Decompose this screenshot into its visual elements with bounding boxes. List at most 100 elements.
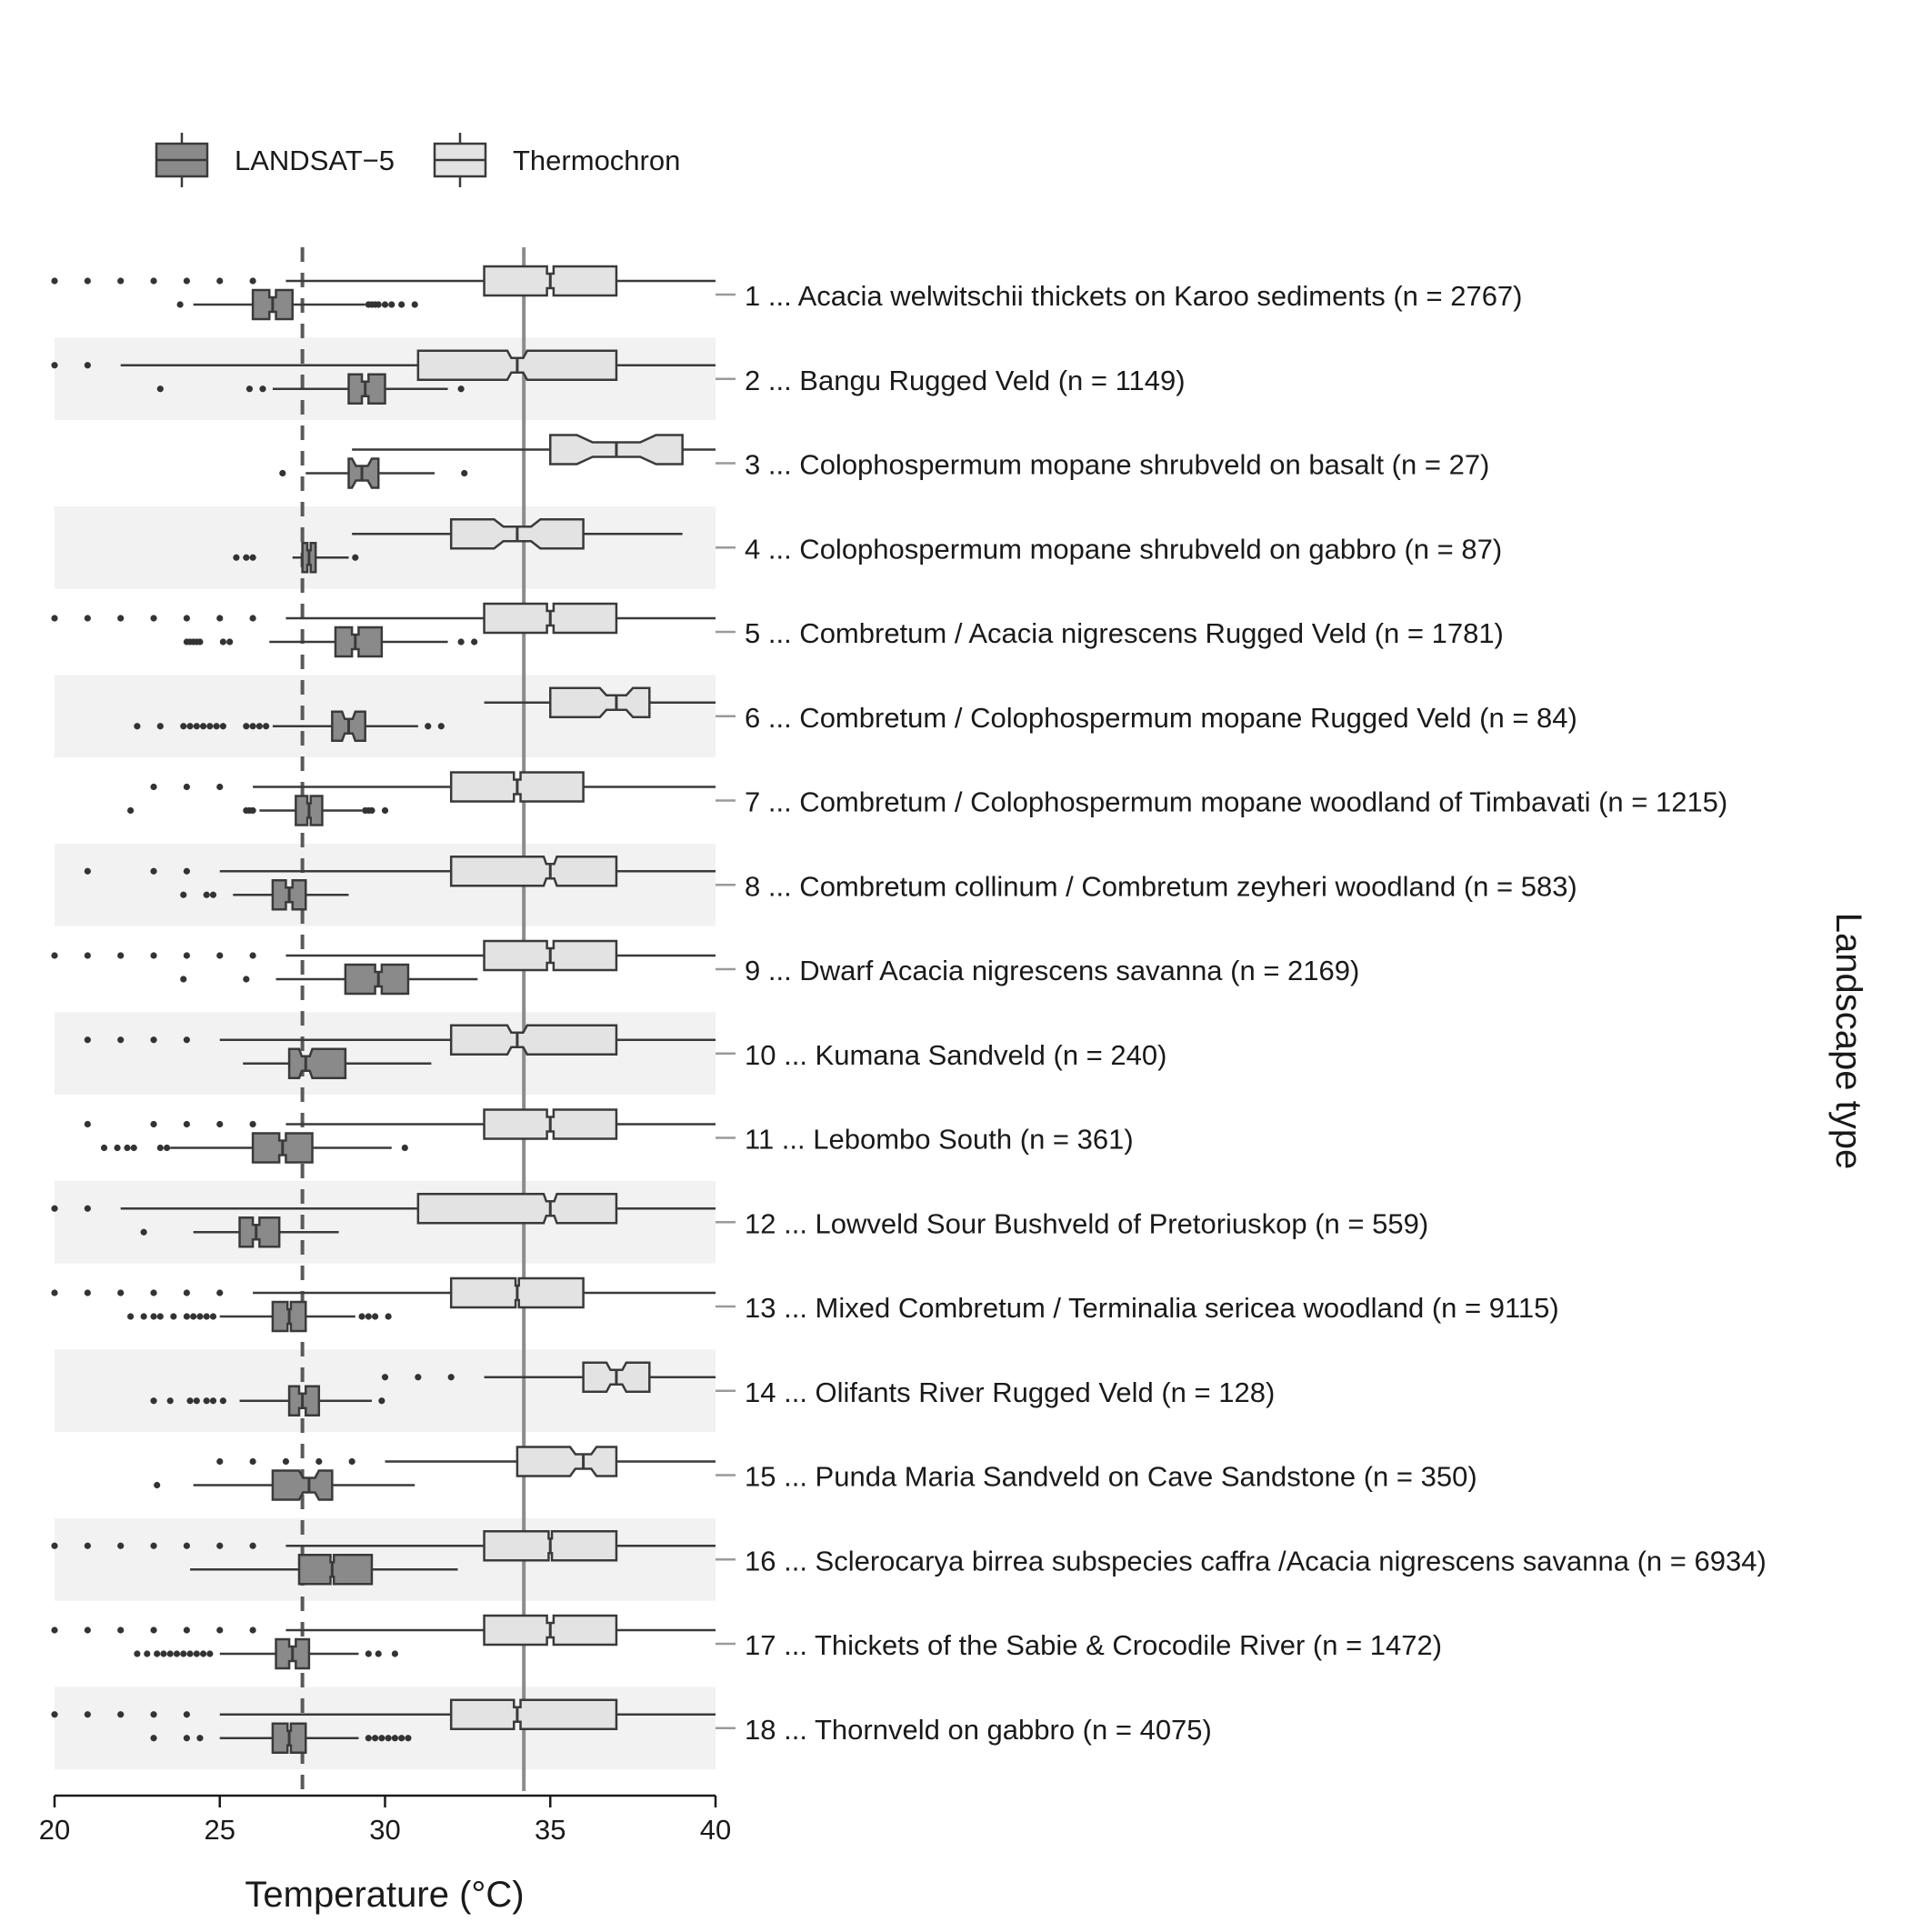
y-axis-title: Landscape type <box>1828 913 1868 1169</box>
landsat-outlier <box>156 1313 164 1320</box>
landsat-outlier <box>388 301 395 308</box>
thermochron-outlier <box>51 952 58 959</box>
x-tick-label: 20 <box>39 1814 70 1846</box>
landsat-outlier <box>249 806 256 815</box>
boxes <box>51 265 716 1754</box>
landsat-outlier <box>368 806 375 815</box>
landsat-outlier <box>352 554 359 561</box>
landsat-outlier <box>255 723 263 730</box>
category-13 <box>51 1276 716 1333</box>
category-16 <box>51 1530 716 1586</box>
landsat-box <box>297 1554 374 1586</box>
thermochron-outlier <box>84 1289 91 1296</box>
legend: LANDSAT−5 Thermochron <box>155 133 680 187</box>
landsat-outlier <box>127 1313 135 1320</box>
x-tick-label: 40 <box>700 1814 731 1846</box>
thermochron-outlier <box>117 1627 125 1634</box>
landsat-outlier <box>206 1650 214 1657</box>
landsat-outlier <box>154 1650 161 1657</box>
x-tick-label: 30 <box>369 1814 400 1846</box>
thermochron-outlier <box>183 1542 190 1549</box>
landsat-outlier <box>134 1650 141 1657</box>
landsat-outlier <box>381 806 389 815</box>
thermochron-outlier <box>117 1711 125 1718</box>
landsat-outlier <box>243 976 250 983</box>
landsat-outlier <box>391 1735 399 1742</box>
landsat-outlier <box>163 1144 171 1152</box>
thermochron-outlier <box>183 1289 190 1296</box>
landsat-outlier <box>375 301 382 308</box>
thermochron-outlier <box>117 615 125 622</box>
thermochron-outlier <box>51 1205 58 1212</box>
category-label: 6 ... Combretum / Colophospermum mopane … <box>745 702 1577 734</box>
category-label: 11 ... Lebombo South (n = 361) <box>745 1124 1134 1156</box>
landsat-outlier <box>150 1313 157 1320</box>
landsat-outlier <box>375 1650 382 1657</box>
landsat-outlier <box>199 1650 207 1657</box>
thermochron-box <box>549 686 651 718</box>
category-6 <box>134 686 716 742</box>
landsat-outlier <box>203 891 210 898</box>
thermochron-outlier <box>381 1374 389 1381</box>
landsat-outlier <box>180 723 187 730</box>
category-label: 4 ... Colophospermum mopane shrubveld on… <box>745 533 1502 565</box>
category-label: 3 ... Colophospermum mopane shrubveld on… <box>745 449 1489 481</box>
landsat-box <box>344 963 410 996</box>
category-label: 14 ... Olifants River Rugged Veld (n = 1… <box>745 1376 1275 1408</box>
legend-label: Thermochron <box>513 145 680 176</box>
landsat-outlier <box>425 723 432 730</box>
landsat-outlier <box>411 301 418 308</box>
landsat-outlier <box>196 638 204 646</box>
thermochron-outlier <box>249 615 256 622</box>
category-label: 9 ... Dwarf Acacia nigrescens savanna (n… <box>745 955 1359 986</box>
landsat-box <box>287 1047 347 1079</box>
thermochron-box <box>449 856 618 887</box>
thermochron-outlier <box>249 1457 256 1466</box>
landsat-outlier <box>134 723 141 730</box>
landsat-box <box>347 373 386 405</box>
thermochron-outlier <box>249 1627 256 1634</box>
landsat-outlier <box>183 1735 190 1742</box>
landsat-outlier <box>193 1397 200 1405</box>
landsat-outlier <box>209 891 217 898</box>
landsat-outlier <box>206 723 214 730</box>
category-label: 15 ... Punda Maria Sandveld on Cave Sand… <box>745 1461 1477 1493</box>
thermochron-outlier <box>183 1711 190 1718</box>
category-9 <box>51 939 716 996</box>
landsat-outlier <box>385 1313 392 1320</box>
thermochron-outlier <box>84 952 91 959</box>
thermochron-outlier <box>84 1711 91 1718</box>
landsat-outlier <box>391 1650 399 1657</box>
landsat-outlier <box>398 301 405 308</box>
landsat-outlier <box>156 1144 164 1152</box>
landsat-outlier <box>437 723 445 730</box>
thermochron-outlier <box>84 1120 91 1128</box>
thermochron-outlier <box>117 952 125 959</box>
thermochron-outlier <box>183 1120 190 1128</box>
category-label: 17 ... Thickets of the Sabie & Crocodile… <box>745 1629 1442 1661</box>
landsat-outlier <box>114 1144 121 1152</box>
category-15 <box>154 1446 716 1501</box>
landsat-outlier <box>279 469 286 477</box>
row-band <box>55 1349 716 1433</box>
landsat-box <box>334 626 384 658</box>
landsat-outlier <box>358 1313 365 1320</box>
category-11 <box>84 1108 716 1164</box>
landsat-box <box>287 1385 321 1416</box>
landsat-outlier <box>365 1650 372 1657</box>
thermochron-outlier <box>150 783 157 791</box>
thermochron-outlier <box>249 277 256 285</box>
landsat-outlier <box>160 1650 167 1657</box>
landsat-outlier <box>263 723 270 730</box>
landsat-outlier <box>140 1313 147 1320</box>
thermochron-outlier <box>84 1036 91 1044</box>
thermochron-outlier <box>249 1120 256 1128</box>
landsat-outlier <box>461 469 468 477</box>
landsat-outlier <box>140 1228 147 1236</box>
landsat-outlier <box>196 1313 204 1320</box>
thermochron-outlier <box>51 1711 58 1718</box>
category-label: 7 ... Combretum / Colophospermum mopane … <box>745 786 1727 818</box>
thermochron-outlier <box>150 1627 157 1634</box>
thermochron-outlier <box>84 1205 91 1212</box>
thermochron-outlier <box>51 362 58 369</box>
